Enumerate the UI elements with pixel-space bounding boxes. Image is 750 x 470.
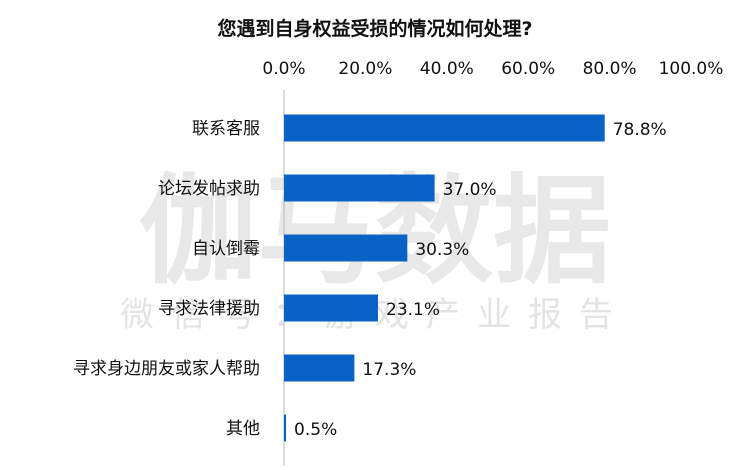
x-tick-label: 60.0% (501, 59, 555, 79)
bar (284, 114, 605, 142)
bars (284, 114, 605, 442)
x-axis-ticks: 0.0% 20.0% 40.0% 60.0% 80.0% 100.0% (262, 59, 723, 79)
bar (284, 354, 355, 382)
bar (284, 294, 379, 322)
chart-title: 您遇到自身权益受损的情况如何处理? (217, 17, 532, 40)
x-tick-label: 80.0% (583, 59, 637, 79)
data-labels: 78.8% 37.0% 30.3% 23.1% 17.3% 0.5% (294, 120, 667, 440)
data-label: 17.3% (362, 360, 416, 380)
category-label: 寻求法律援助 (158, 299, 260, 319)
x-tick-label: 20.0% (338, 59, 392, 79)
data-label: 78.8% (613, 120, 667, 140)
data-label: 0.5% (294, 420, 337, 440)
category-label: 论坛发帖求助 (158, 179, 260, 199)
bar (284, 174, 435, 202)
category-label: 其他 (226, 419, 260, 439)
data-label: 30.3% (415, 240, 469, 260)
category-label: 联系客服 (192, 119, 260, 139)
category-label: 自认倒霉 (192, 239, 260, 259)
data-label: 23.1% (386, 300, 440, 320)
bar (284, 234, 408, 262)
x-tick-label: 40.0% (420, 59, 474, 79)
category-label: 寻求身边朋友或家人帮助 (73, 359, 260, 379)
bar (284, 414, 287, 442)
data-label: 37.0% (443, 180, 497, 200)
x-tick-label: 0.0% (262, 59, 305, 79)
x-tick-label: 100.0% (659, 59, 724, 79)
